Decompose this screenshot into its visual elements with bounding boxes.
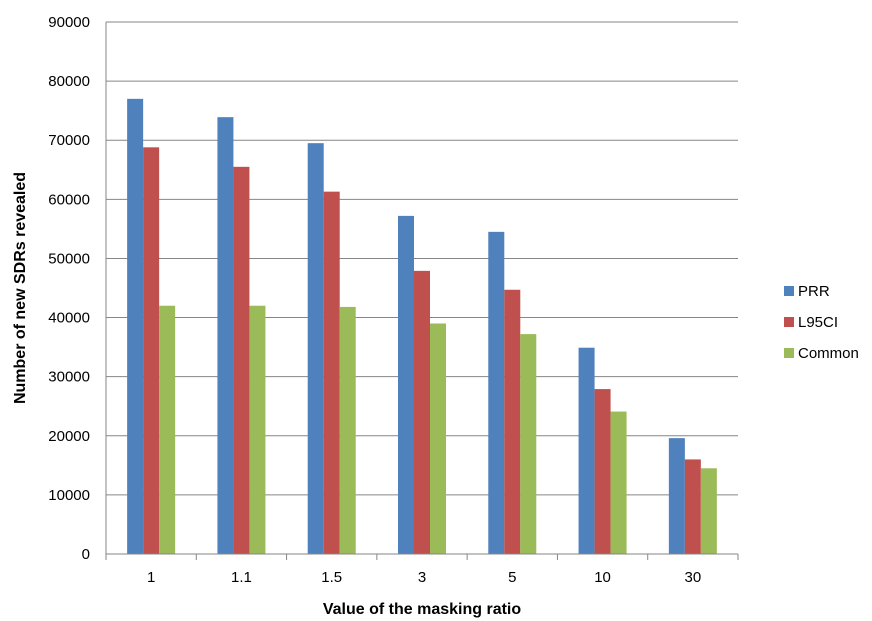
bar-common-5 — [520, 334, 537, 554]
legend-label-common: Common — [798, 345, 859, 362]
y-tick-label: 60000 — [48, 191, 90, 208]
bar-prr-5 — [488, 231, 505, 554]
bars — [127, 98, 717, 555]
y-tick-label: 20000 — [48, 428, 90, 445]
x-tick-label: 1.5 — [321, 569, 342, 586]
legend: PRR L95CI Common — [784, 283, 859, 362]
x-tick-label: 5 — [508, 569, 516, 586]
bar-prr-1.5 — [307, 143, 324, 554]
legend-swatch-common — [784, 348, 794, 358]
bar-common-10 — [610, 411, 627, 554]
y-axis-title: Number of new SDRs revealed — [12, 172, 29, 404]
bar-common-1 — [159, 305, 176, 554]
bar-l95ci-1.1 — [233, 166, 250, 555]
gridlines — [106, 21, 738, 496]
bar-prr-3 — [398, 215, 414, 554]
x-tick-label: 1.1 — [231, 569, 252, 586]
bar-l95ci-1.5 — [323, 191, 340, 554]
y-tick-label: 30000 — [48, 369, 90, 386]
bar-prr-1 — [127, 98, 144, 554]
bar-l95ci-30 — [684, 459, 701, 554]
legend-swatch-prr — [784, 286, 794, 296]
legend-label-l95ci: L95CI — [798, 314, 838, 331]
x-tick-label: 30 — [685, 569, 702, 586]
y-tick-label: 70000 — [48, 132, 90, 149]
bar-prr-30 — [668, 438, 685, 554]
x-axis-ticks: 1 1.1 1.5 3 5 10 30 — [105, 554, 739, 586]
legend-label-prr: PRR — [798, 283, 830, 300]
x-tick-label: 1 — [147, 569, 155, 586]
x-axis-title: Value of the masking ratio — [323, 601, 522, 618]
x-tick-label: 3 — [418, 569, 426, 586]
legend-swatch-l95ci — [784, 317, 794, 327]
bar-common-1.1 — [249, 305, 266, 554]
x-tick-label: 10 — [594, 569, 611, 586]
y-tick-label: 90000 — [48, 14, 90, 31]
bar-l95ci-10 — [594, 389, 611, 554]
y-tick-label: 0 — [82, 546, 90, 563]
y-tick-label: 80000 — [48, 73, 90, 90]
bar-l95ci-3 — [414, 270, 430, 554]
y-tick-label: 40000 — [48, 310, 90, 327]
bar-common-1.5 — [339, 306, 356, 554]
bar-prr-10 — [578, 347, 595, 554]
bar-common-3 — [430, 323, 446, 554]
bar-l95ci-1 — [143, 147, 160, 554]
y-tick-label: 50000 — [48, 250, 90, 267]
bar-common-30 — [700, 468, 717, 554]
bar-l95ci-5 — [504, 289, 521, 554]
bar-prr-1.1 — [217, 117, 234, 555]
y-axis-ticks: 0 10000 20000 30000 40000 50000 60000 70000 8000… — [48, 14, 90, 563]
y-tick-label: 10000 — [48, 487, 90, 504]
